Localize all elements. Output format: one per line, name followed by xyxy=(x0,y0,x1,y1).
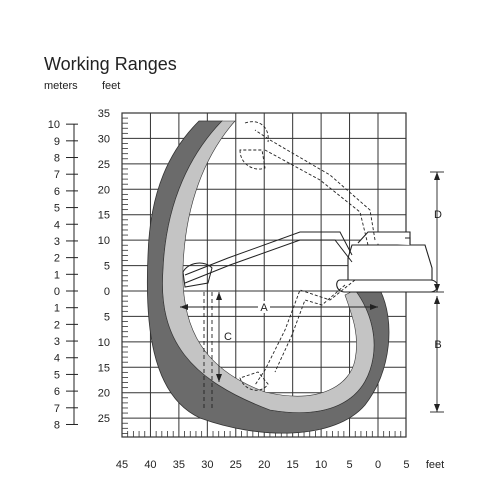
meter-tick-label: 0 xyxy=(54,286,60,298)
meter-tick-label: 1 xyxy=(54,269,60,281)
bottom-tick-label: 40 xyxy=(144,459,156,471)
meter-tick-label: 5 xyxy=(54,369,60,381)
meter-tick-label: 10 xyxy=(48,119,60,131)
meter-tick-label: 8 xyxy=(54,153,60,165)
dimension-arrowheads xyxy=(180,172,440,412)
feet-tick-label: 20 xyxy=(98,388,110,400)
meter-tick-label: 2 xyxy=(54,319,60,331)
meter-tick-label: 6 xyxy=(54,386,60,398)
dimension-label-a: A xyxy=(260,302,268,314)
meter-tick-label: 9 xyxy=(54,136,60,148)
bottom-tick-label: 5 xyxy=(403,459,409,471)
dimension-label-c: C xyxy=(224,331,232,343)
bottom-feet-axis: 45 40 35 30 25 20 15 10 5 0 5 xyxy=(116,459,410,471)
diagram-title: Working Ranges xyxy=(44,54,177,74)
bottom-tick-label: 20 xyxy=(258,459,270,471)
feet-unit-label: feet xyxy=(102,80,121,92)
feet-tick-label: 10 xyxy=(98,235,110,247)
bottom-tick-label: 25 xyxy=(230,459,242,471)
meter-tick-label: 6 xyxy=(54,186,60,198)
feet-tick-label: 25 xyxy=(98,159,110,171)
boom-upper-position xyxy=(182,231,353,288)
feet-tick-label: 30 xyxy=(98,133,110,145)
meter-tick-label: 3 xyxy=(54,236,60,248)
bottom-unit-label: feet xyxy=(426,459,444,471)
bottom-tick-label: 45 xyxy=(116,459,128,471)
feet-tick-label: 15 xyxy=(98,210,110,222)
feet-tick-label: 0 xyxy=(104,286,110,298)
bottom-tick-label: 0 xyxy=(375,459,381,471)
bottom-tick-label: 15 xyxy=(287,459,299,471)
feet-tick-label: 5 xyxy=(104,311,110,323)
left-feet-axis: 35 30 25 20 15 10 5 0 5 10 15 20 25 xyxy=(98,108,110,425)
feet-tick-label: 35 xyxy=(98,108,110,120)
dimension-label-d: D xyxy=(434,209,442,221)
meter-tick-label: 4 xyxy=(54,219,60,231)
meter-tick-label: 2 xyxy=(54,253,60,265)
boom-raised-dashed xyxy=(239,121,376,246)
feet-tick-label: 5 xyxy=(104,261,110,273)
meter-tick-label: 7 xyxy=(54,169,60,181)
bottom-tick-label: 35 xyxy=(173,459,185,471)
meter-tick-label: 1 xyxy=(54,303,60,315)
feet-tick-label: 25 xyxy=(98,413,110,425)
feet-tick-label: 10 xyxy=(98,337,110,349)
meter-tick-label: 3 xyxy=(54,336,60,348)
dimension-label-b: B xyxy=(434,339,441,351)
meter-tick-label: 5 xyxy=(54,203,60,215)
meter-tick-label: 8 xyxy=(54,419,60,431)
bottom-tick-label: 30 xyxy=(201,459,213,471)
boom-lowered-dashed xyxy=(239,279,356,391)
feet-tick-label: 20 xyxy=(98,184,110,196)
dimension-lines xyxy=(180,171,444,413)
meters-unit-label: meters xyxy=(44,80,78,92)
bottom-tick-label: 10 xyxy=(315,459,327,471)
feet-tick-label: 15 xyxy=(98,362,110,374)
meter-tick-label: 7 xyxy=(54,403,60,415)
meter-tick-label: 4 xyxy=(54,353,60,365)
bottom-tick-label: 5 xyxy=(346,459,352,471)
